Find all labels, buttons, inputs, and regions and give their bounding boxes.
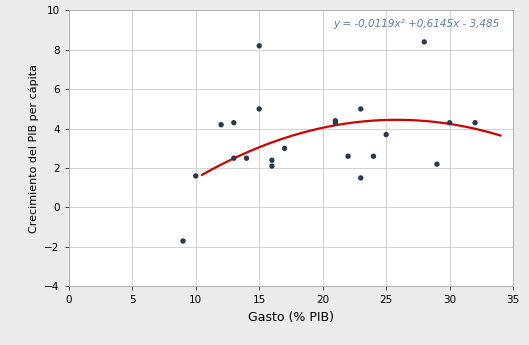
X-axis label: Gasto (% PIB): Gasto (% PIB) (248, 311, 334, 324)
Point (255, 43, 263, 49)
Point (255, 106, 263, 112)
Point (471, 120, 479, 126)
Point (191, 173, 200, 179)
Point (230, 120, 238, 126)
Text: y = -0,0119x² +0,6145x - 3,485: y = -0,0119x² +0,6145x - 3,485 (334, 19, 500, 29)
Point (268, 163, 276, 169)
Point (179, 238, 187, 244)
Point (280, 146, 289, 151)
Point (357, 175, 365, 181)
Point (357, 106, 365, 112)
Point (331, 118, 340, 124)
Y-axis label: Crecimiento del PIB per cápita: Crecimiento del PIB per cápita (29, 64, 39, 233)
Point (268, 157, 276, 163)
Point (382, 132, 390, 137)
Point (242, 156, 251, 161)
Point (369, 154, 378, 159)
Point (420, 39, 428, 45)
Point (433, 161, 441, 167)
Point (445, 120, 454, 126)
Point (331, 120, 340, 126)
Point (344, 154, 352, 159)
Point (230, 156, 238, 161)
Point (217, 122, 225, 127)
